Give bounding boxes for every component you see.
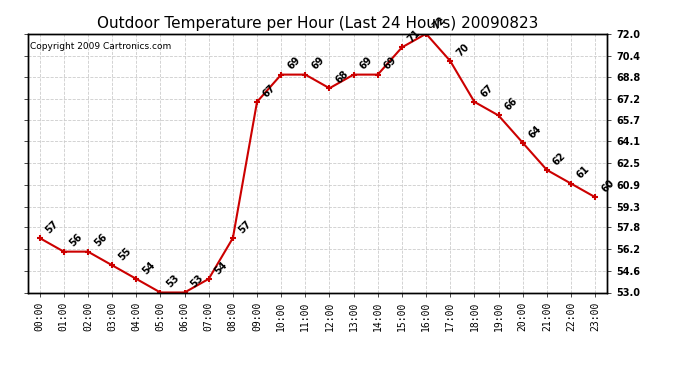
Text: 56: 56 bbox=[92, 232, 109, 249]
Text: 57: 57 bbox=[237, 219, 254, 235]
Text: 67: 67 bbox=[479, 82, 495, 99]
Text: 71: 71 bbox=[406, 28, 423, 45]
Text: 61: 61 bbox=[575, 164, 592, 181]
Text: 70: 70 bbox=[455, 42, 471, 58]
Text: 69: 69 bbox=[382, 55, 399, 72]
Text: Copyright 2009 Cartronics.com: Copyright 2009 Cartronics.com bbox=[30, 42, 172, 51]
Text: 68: 68 bbox=[334, 69, 351, 86]
Text: 55: 55 bbox=[117, 246, 133, 262]
Title: Outdoor Temperature per Hour (Last 24 Hours) 20090823: Outdoor Temperature per Hour (Last 24 Ho… bbox=[97, 16, 538, 31]
Text: 69: 69 bbox=[286, 55, 302, 72]
Text: 54: 54 bbox=[141, 260, 157, 276]
Text: 54: 54 bbox=[213, 260, 230, 276]
Text: 69: 69 bbox=[310, 55, 326, 72]
Text: 57: 57 bbox=[44, 219, 61, 235]
Text: 66: 66 bbox=[503, 96, 520, 112]
Text: 69: 69 bbox=[358, 55, 375, 72]
Text: 53: 53 bbox=[165, 273, 181, 290]
Text: 62: 62 bbox=[551, 150, 568, 167]
Text: 64: 64 bbox=[527, 123, 544, 140]
Text: 60: 60 bbox=[600, 178, 616, 194]
Text: 56: 56 bbox=[68, 232, 85, 249]
Text: 67: 67 bbox=[262, 82, 278, 99]
Text: 53: 53 bbox=[189, 273, 206, 290]
Text: 72: 72 bbox=[431, 14, 447, 31]
